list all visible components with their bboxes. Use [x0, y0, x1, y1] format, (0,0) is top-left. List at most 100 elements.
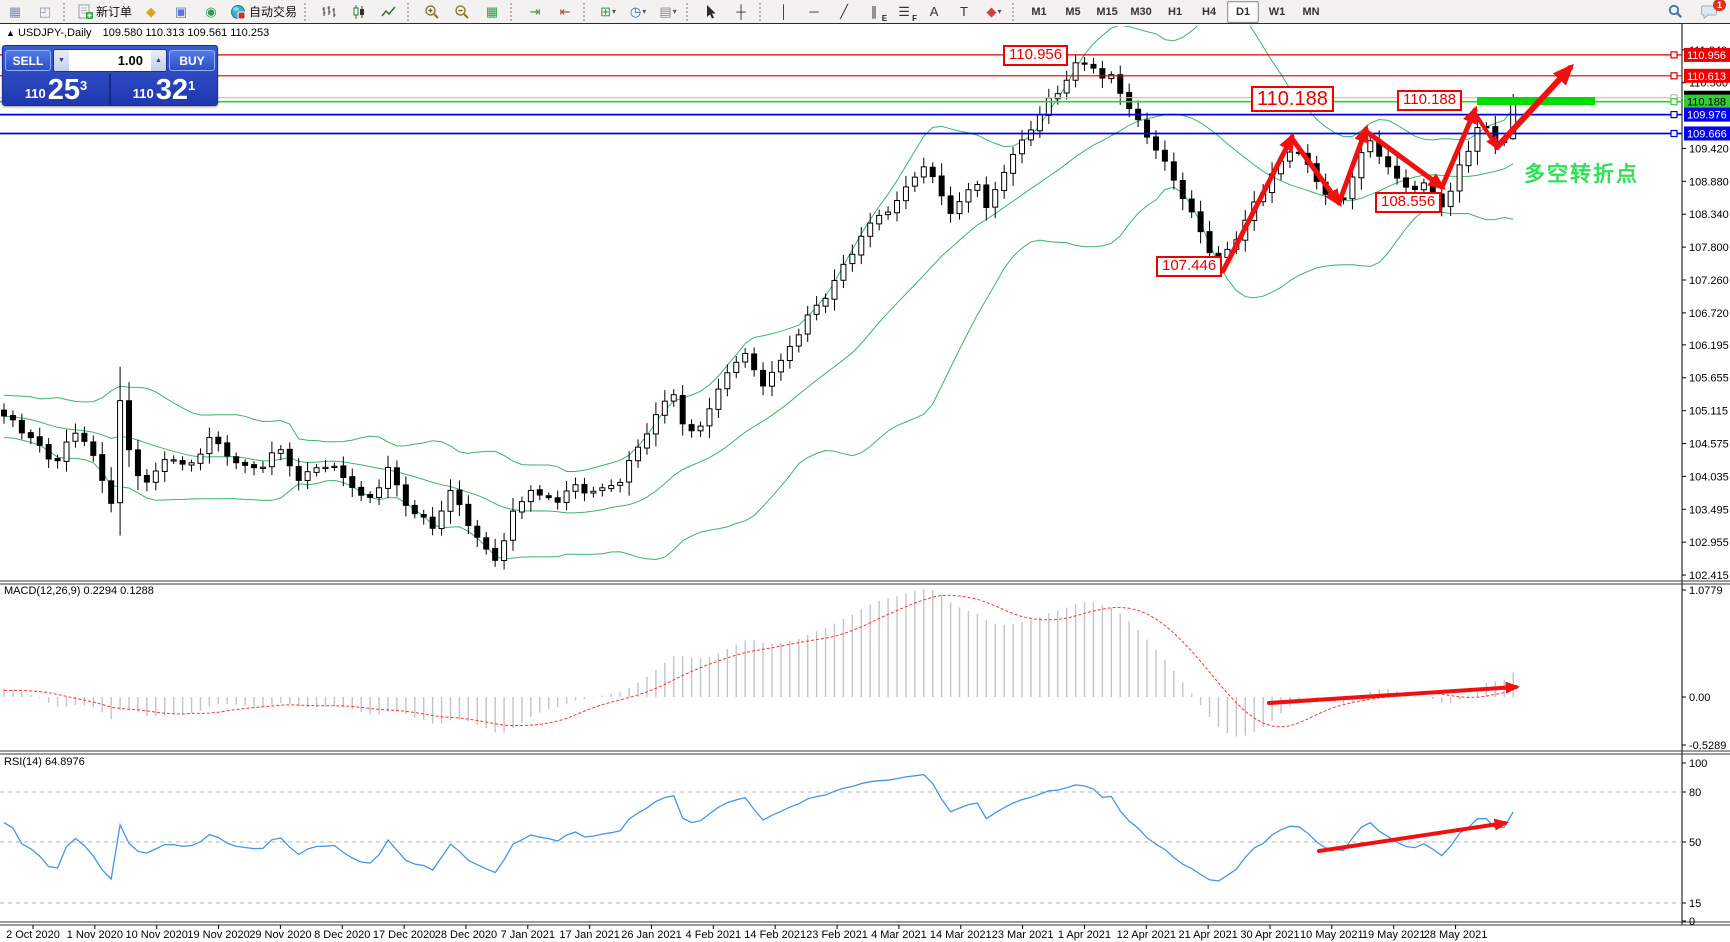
- svg-text:106.720: 106.720: [1689, 308, 1729, 320]
- templates-icon[interactable]: ▤ ▾: [659, 3, 677, 19]
- timeframe-w1[interactable]: W1: [1268, 5, 1286, 18]
- svg-text:21 Apr 2021: 21 Apr 2021: [1178, 929, 1237, 941]
- toolbar-separator: [759, 2, 766, 21]
- svg-text:103.495: 103.495: [1689, 504, 1729, 516]
- timeframe-m30[interactable]: M30: [1130, 5, 1152, 18]
- mailbox-icon[interactable]: ▣: [174, 3, 188, 19]
- price-annotation-label[interactable]: 110.188: [1251, 86, 1334, 113]
- horizontal-line-icon[interactable]: ─: [809, 4, 819, 19]
- fibonacci-icon[interactable]: ☰ F: [898, 3, 918, 23]
- candlestick-chart-icon[interactable]: [345, 1, 373, 23]
- macd-axis-label: 0.00: [1689, 692, 1710, 704]
- svg-text:28 May 2021: 28 May 2021: [1424, 929, 1488, 941]
- svg-text:14 Feb 2021: 14 Feb 2021: [744, 929, 806, 941]
- vertical-line-icon[interactable]: │: [779, 4, 789, 19]
- toolbar-separator: [63, 2, 70, 21]
- chart-plot-area[interactable]: [0, 24, 1682, 925]
- collapse-arrow-icon[interactable]: ▲: [6, 28, 15, 38]
- auto-trading-button[interactable]: 自动交易: [227, 1, 300, 23]
- trend-arrows[interactable]: [1220, 63, 1575, 853]
- data-window-icon[interactable]: ◰: [38, 3, 52, 19]
- arrows-tool-icon[interactable]: ◆ ▾: [986, 3, 1002, 19]
- auto-scroll-icon[interactable]: ⇥: [529, 3, 541, 19]
- time-axis[interactable]: 2 Oct 2020 1 Nov 2020 10 Nov 2020 19 Nov 20…: [6, 925, 1487, 941]
- price-annotation-label[interactable]: 110.956: [1003, 45, 1069, 66]
- buy-button[interactable]: BUY: [169, 50, 215, 71]
- timeframe-m5[interactable]: M5: [1065, 5, 1081, 18]
- svg-text:2 Oct 2020: 2 Oct 2020: [6, 929, 60, 941]
- svg-text:7 Jan 2021: 7 Jan 2021: [501, 929, 555, 941]
- svg-text:107.800: 107.800: [1689, 242, 1729, 254]
- tile-windows-icon[interactable]: ▦: [485, 3, 499, 19]
- equidistant-channel-icon[interactable]: ∥ E: [870, 3, 888, 23]
- notification-badge: 1: [1712, 0, 1726, 11]
- timeframe-h1[interactable]: H1: [1168, 5, 1183, 18]
- signals-icon[interactable]: ◉: [205, 3, 217, 19]
- timeframe-mn[interactable]: MN: [1302, 5, 1320, 18]
- symbol-period-label: USDJPY-,Daily: [17, 27, 92, 39]
- svg-text:1 Nov 2020: 1 Nov 2020: [67, 929, 123, 941]
- cursor-icon[interactable]: [697, 1, 725, 23]
- sell-price[interactable]: 110 25 3: [3, 74, 111, 105]
- svg-text:26 Jan 2021: 26 Jan 2021: [621, 929, 682, 941]
- svg-text:104.575: 104.575: [1689, 439, 1729, 451]
- svg-text:110.956: 110.956: [1687, 50, 1726, 62]
- timeframe-h4[interactable]: H4: [1202, 5, 1217, 18]
- add-indicator-icon[interactable]: ⊞ ▾: [600, 3, 616, 19]
- svg-text:109.420: 109.420: [1689, 143, 1729, 155]
- turning-point-note[interactable]: 多空转折点: [1524, 163, 1639, 186]
- svg-text:23 Mar 2021: 23 Mar 2021: [992, 929, 1054, 941]
- line-chart-icon[interactable]: [375, 1, 403, 23]
- svg-text:106.195: 106.195: [1689, 340, 1729, 352]
- text-icon[interactable]: A: [929, 4, 939, 19]
- buy-price[interactable]: 110 32 1: [132, 74, 196, 106]
- crosshair-icon[interactable]: ┼: [736, 4, 746, 19]
- timeframe-d1[interactable]: D1: [1227, 0, 1260, 23]
- volume-input[interactable]: [69, 52, 151, 69]
- price-annotation-label[interactable]: 107.446: [1156, 256, 1223, 277]
- rsi-axis-label: 100: [1689, 758, 1707, 770]
- zoom-out-icon[interactable]: [448, 1, 476, 23]
- svg-text:17 Dec 2020: 17 Dec 2020: [373, 929, 435, 941]
- toolbar-separator: [686, 2, 693, 21]
- rsi-label: RSI(14) 64.8976: [4, 756, 85, 768]
- rsi-axis-label: 80: [1689, 787, 1701, 799]
- chart-shift-icon[interactable]: ⇤: [559, 3, 571, 19]
- svg-text:19 May 2021: 19 May 2021: [1362, 929, 1426, 941]
- price-annotation-label[interactable]: 110.188: [1397, 90, 1463, 111]
- trendline-icon[interactable]: ╱: [840, 3, 848, 19]
- svg-text:4 Feb 2021: 4 Feb 2021: [686, 929, 742, 941]
- new-order-button[interactable]: 新订单: [74, 1, 135, 23]
- volume-control: ▼ ▲: [53, 49, 167, 72]
- sell-button[interactable]: SELL: [5, 50, 51, 71]
- chart-title: ▲ USDJPY-,Daily 109.580 110.313 109.561 …: [6, 27, 269, 39]
- svg-text:110.188: 110.188: [1687, 97, 1726, 109]
- history-center-icon[interactable]: ◆: [146, 3, 157, 19]
- svg-text:10 Nov 2020: 10 Nov 2020: [126, 929, 188, 941]
- volume-increase-button[interactable]: ▲: [151, 50, 166, 71]
- timeframe-m15[interactable]: M15: [1096, 5, 1118, 18]
- svg-text:1 Apr 2021: 1 Apr 2021: [1058, 929, 1111, 941]
- periods-icon[interactable]: ◷ ▾: [629, 3, 647, 19]
- community-chat-icon[interactable]: 1: [1695, 0, 1726, 23]
- search-icon[interactable]: [1661, 1, 1689, 23]
- ohlc-values: 109.580 110.313 109.561 110.253: [102, 27, 270, 39]
- timeframe-m1[interactable]: M1: [1031, 5, 1047, 18]
- zoom-in-icon[interactable]: [418, 1, 446, 23]
- svg-text:4 Mar 2021: 4 Mar 2021: [871, 929, 927, 941]
- charts-window-icon[interactable]: ▦: [8, 3, 22, 19]
- bar-chart-icon[interactable]: [315, 1, 343, 23]
- toolbar-separator: [583, 2, 590, 21]
- price-axis[interactable]: 111.040110.500109.420108.880108.340107.8…: [1682, 45, 1730, 582]
- rsi-axis-label: 15: [1689, 898, 1701, 910]
- svg-text:17 Jan 2021: 17 Jan 2021: [559, 929, 620, 941]
- rsi-axis-label: 0: [1689, 916, 1695, 928]
- svg-text:102.955: 102.955: [1689, 537, 1729, 549]
- volume-decrease-button[interactable]: ▼: [54, 50, 69, 71]
- level-lines[interactable]: [0, 51, 1682, 138]
- text-label-icon[interactable]: T: [960, 4, 968, 19]
- price-annotation-label[interactable]: 108.556: [1375, 192, 1442, 213]
